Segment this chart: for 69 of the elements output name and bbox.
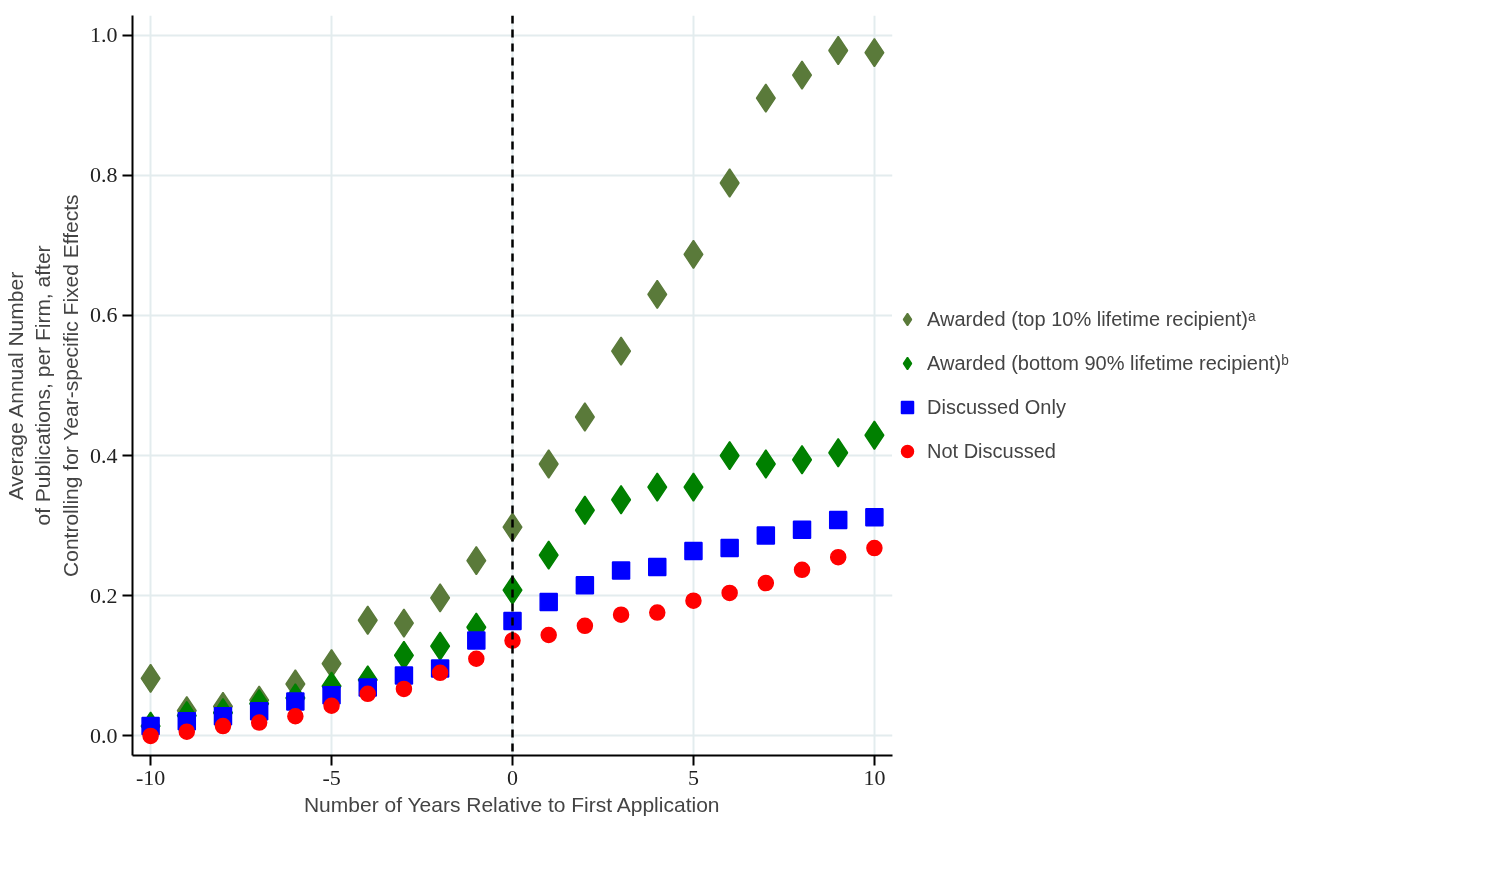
legend-label: Not Discussed: [927, 439, 1056, 463]
x-axis-title: Number of Years Relative to First Application: [303, 792, 720, 816]
point: [829, 548, 847, 566]
point: [468, 650, 485, 668]
y-tick-label: 1.0: [90, 22, 118, 48]
x-tick-label: -5: [322, 764, 341, 790]
point: [791, 445, 813, 475]
point: [610, 336, 632, 366]
point: [755, 83, 776, 113]
point: [612, 606, 630, 623]
x-tick-label: 0: [507, 764, 518, 790]
point: [793, 561, 811, 579]
point: [430, 583, 451, 613]
y-tick-label: 0.4: [90, 442, 118, 468]
point: [503, 611, 522, 631]
point: [431, 664, 449, 682]
point: [575, 575, 595, 595]
point: [866, 539, 883, 557]
y-axis-title: Average Annual Number of Publications, per Firm, after Controlling for Year-specific Fixed Effects: [3, 194, 82, 577]
point: [357, 605, 378, 635]
point: [611, 561, 631, 580]
point: [467, 631, 486, 650]
legend-label: Awarded (bottom 90% lifetime recipient)ᵇ: [927, 351, 1289, 375]
point: [359, 685, 376, 703]
point: [142, 727, 159, 745]
point: [286, 692, 305, 711]
point: [719, 168, 740, 198]
point: [720, 538, 739, 558]
point: [214, 717, 232, 735]
point: [287, 708, 304, 725]
point: [430, 631, 451, 661]
point: [647, 472, 668, 502]
point: [538, 540, 559, 570]
point: [540, 626, 557, 644]
point: [792, 520, 812, 540]
point: [539, 592, 558, 612]
point: [178, 723, 196, 740]
y-tick-label: 0.6: [90, 302, 118, 328]
point: [538, 449, 559, 479]
point: [576, 617, 594, 635]
y-tick-label: 0.2: [90, 582, 118, 608]
point: [685, 592, 702, 609]
point: [755, 449, 776, 479]
legend-label: Discussed Only: [927, 395, 1066, 419]
x-tick-label: 5: [687, 764, 699, 790]
point: [393, 608, 415, 638]
point: [865, 507, 884, 527]
point: [610, 484, 632, 515]
point: [250, 714, 268, 731]
point: [828, 510, 848, 530]
x-tick-label: -10: [135, 764, 166, 790]
point: [684, 541, 703, 561]
point: [756, 526, 776, 545]
point: [574, 495, 595, 525]
point: [395, 680, 413, 698]
point: [721, 584, 738, 602]
point: [323, 697, 340, 714]
point: [574, 402, 595, 432]
point: [649, 604, 666, 621]
legend-label: Awarded (top 10% lifetime recipient)ᵃ: [927, 307, 1256, 331]
point: [828, 438, 849, 468]
y-tick-label: 0.8: [90, 162, 118, 188]
point: [648, 557, 667, 577]
x-tick-label: 10: [863, 764, 886, 790]
point: [791, 60, 813, 90]
point: [757, 574, 775, 592]
point: [683, 472, 704, 502]
y-tick-label: 0.0: [90, 722, 118, 748]
point: [864, 420, 885, 450]
